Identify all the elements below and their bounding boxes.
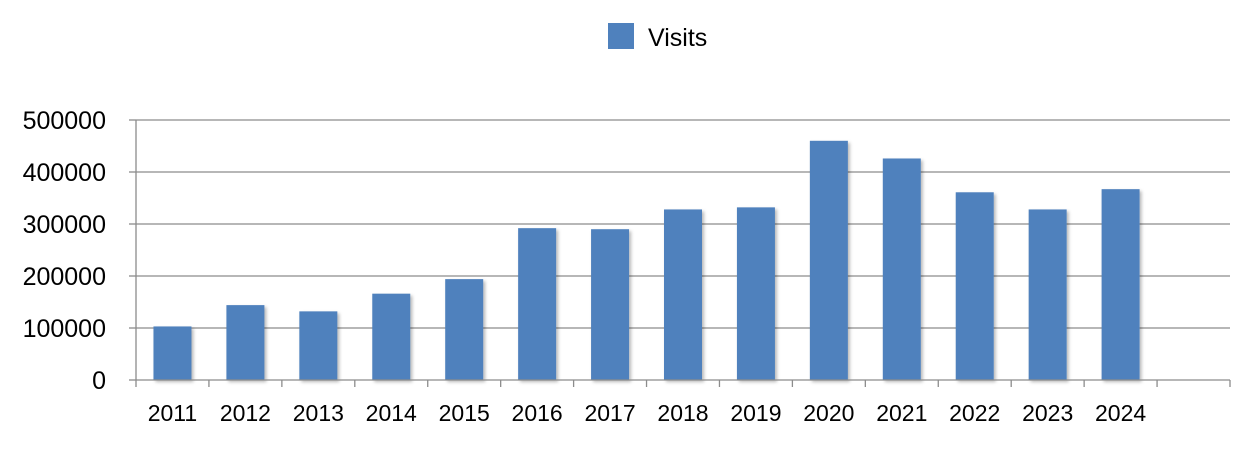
x-tick-label: 2024 [1095,400,1146,426]
y-tick-label: 200000 [23,263,106,291]
bar-2014 [372,293,411,380]
bar-2017 [591,229,630,380]
bar-2023 [1028,209,1067,380]
x-tick-label: 2018 [657,400,708,426]
legend: Visits [608,23,707,52]
bar-2015 [445,279,484,380]
x-tick-label: 2014 [366,400,417,426]
x-tick-label: 2015 [439,400,490,426]
x-tick-label: 2016 [512,400,563,426]
bar-2022 [955,192,994,380]
axes [135,120,1231,387]
x-tick-label: 2011 [148,400,197,426]
bar-2020 [809,140,848,380]
y-tick-label: 400000 [23,159,106,187]
bar-2018 [664,209,702,380]
bar-2021 [882,158,921,380]
bar-2011 [153,326,192,380]
x-axis-tick-labels: 2011 2012 2013 2014 2015 2016 2017 2018 2019 2020… [148,400,1147,426]
legend-label-visits: Visits [648,24,707,52]
bar-2016 [518,228,557,380]
y-tick-label: 100000 [23,315,106,343]
x-tick-label: 2021 [876,400,927,426]
y-tick-label: 0 [92,367,106,395]
bar-2012 [226,305,265,380]
x-tick-label: 2022 [949,400,1000,426]
x-tick-label: 2012 [220,400,271,426]
bar-2024 [1101,189,1140,380]
bar-2019 [736,207,775,380]
y-axis-tick-labels: 0 100000 200000 300000 400000 500000 [23,107,106,395]
bars [153,140,1140,380]
y-tick-label: 500000 [23,107,106,135]
x-tick-label: 2020 [803,400,854,426]
x-tick-label: 2013 [293,400,344,426]
x-tick-label: 2017 [584,400,635,426]
legend-swatch [608,23,634,49]
bar-2013 [299,311,338,380]
x-tick-label: 2023 [1022,400,1073,426]
y-tick-label: 300000 [23,211,106,239]
x-tick-label: 2019 [730,400,781,426]
